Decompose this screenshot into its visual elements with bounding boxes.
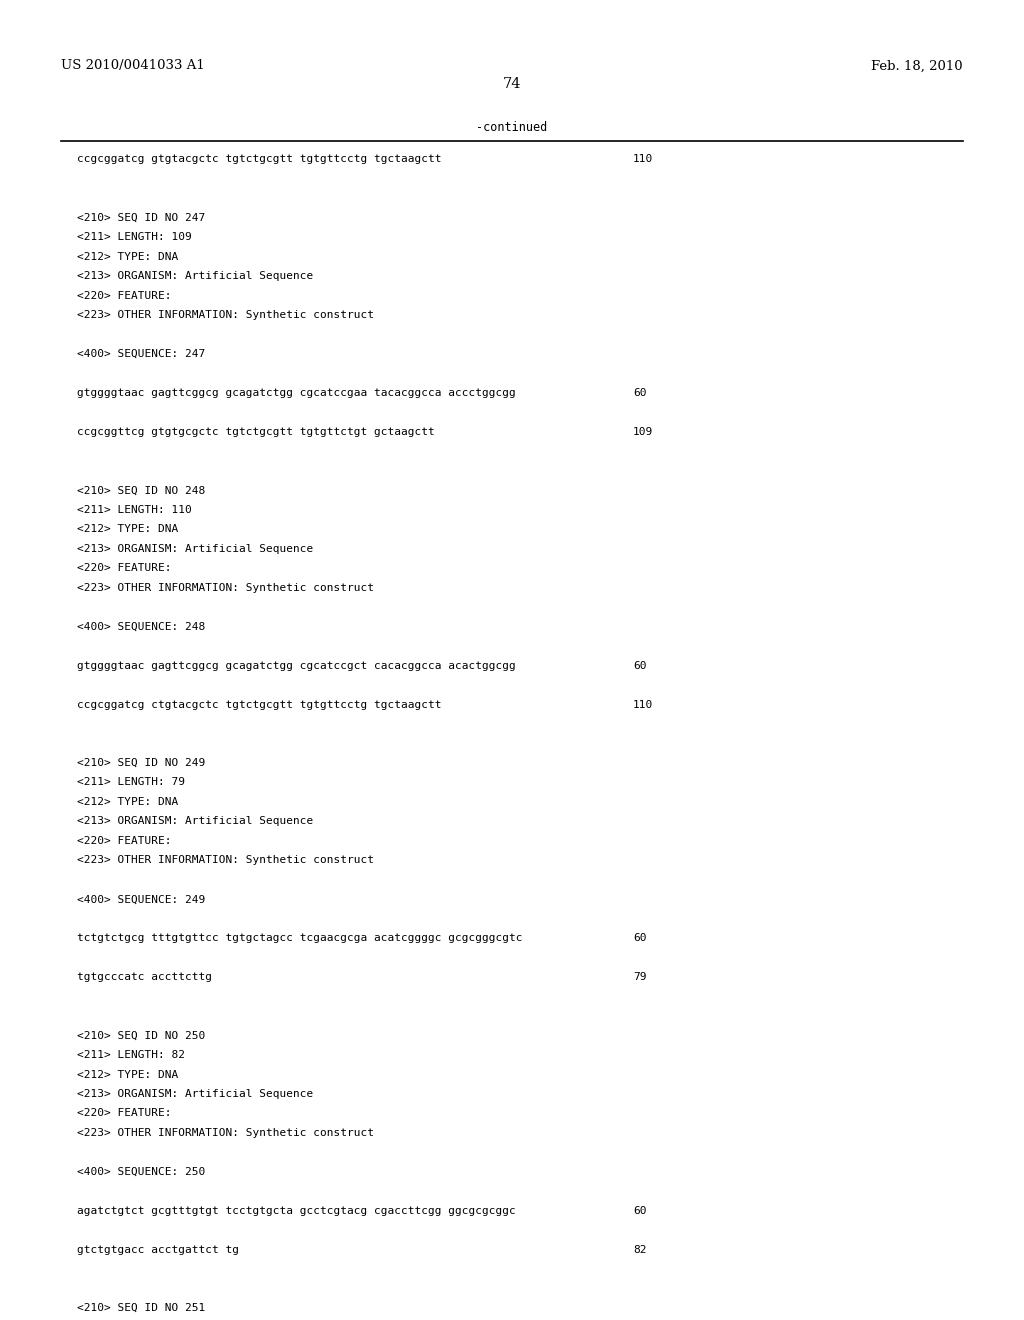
Text: tctgtctgcg tttgtgttcc tgtgctagcc tcgaacgcga acatcggggc gcgcgggcgtc: tctgtctgcg tttgtgttcc tgtgctagcc tcgaacg… <box>77 933 522 944</box>
Text: <223> OTHER INFORMATION: Synthetic construct: <223> OTHER INFORMATION: Synthetic const… <box>77 310 374 321</box>
Text: <223> OTHER INFORMATION: Synthetic construct: <223> OTHER INFORMATION: Synthetic const… <box>77 1127 374 1138</box>
Text: <213> ORGANISM: Artificial Sequence: <213> ORGANISM: Artificial Sequence <box>77 544 313 554</box>
Text: <223> OTHER INFORMATION: Synthetic construct: <223> OTHER INFORMATION: Synthetic const… <box>77 855 374 866</box>
Text: <213> ORGANISM: Artificial Sequence: <213> ORGANISM: Artificial Sequence <box>77 816 313 826</box>
Text: tgtgcccatc accttcttg: tgtgcccatc accttcttg <box>77 972 212 982</box>
Text: <220> FEATURE:: <220> FEATURE: <box>77 564 171 573</box>
Text: <211> LENGTH: 110: <211> LENGTH: 110 <box>77 504 191 515</box>
Text: <400> SEQUENCE: 249: <400> SEQUENCE: 249 <box>77 895 205 904</box>
Text: 60: 60 <box>633 933 646 944</box>
Text: 82: 82 <box>633 1245 646 1255</box>
Text: ccgcggttcg gtgtgcgctc tgtctgcgtt tgtgttctgt gctaagctt: ccgcggttcg gtgtgcgctc tgtctgcgtt tgtgttc… <box>77 428 434 437</box>
Text: <210> SEQ ID NO 249: <210> SEQ ID NO 249 <box>77 758 205 768</box>
Text: <212> TYPE: DNA: <212> TYPE: DNA <box>77 797 178 807</box>
Text: 110: 110 <box>633 700 653 710</box>
Text: <210> SEQ ID NO 248: <210> SEQ ID NO 248 <box>77 486 205 495</box>
Text: gtctgtgacc acctgattct tg: gtctgtgacc acctgattct tg <box>77 1245 239 1255</box>
Text: 60: 60 <box>633 388 646 399</box>
Text: <211> LENGTH: 79: <211> LENGTH: 79 <box>77 777 184 788</box>
Text: <212> TYPE: DNA: <212> TYPE: DNA <box>77 524 178 535</box>
Text: <210> SEQ ID NO 247: <210> SEQ ID NO 247 <box>77 213 205 223</box>
Text: 109: 109 <box>633 428 653 437</box>
Text: US 2010/0041033 A1: US 2010/0041033 A1 <box>61 59 205 73</box>
Text: <212> TYPE: DNA: <212> TYPE: DNA <box>77 252 178 261</box>
Text: <211> LENGTH: 82: <211> LENGTH: 82 <box>77 1051 184 1060</box>
Text: <213> ORGANISM: Artificial Sequence: <213> ORGANISM: Artificial Sequence <box>77 1089 313 1100</box>
Text: ccgcggatcg ctgtacgctc tgtctgcgtt tgtgttcctg tgctaagctt: ccgcggatcg ctgtacgctc tgtctgcgtt tgtgttc… <box>77 700 441 710</box>
Text: 60: 60 <box>633 660 646 671</box>
Text: <400> SEQUENCE: 248: <400> SEQUENCE: 248 <box>77 622 205 632</box>
Text: <220> FEATURE:: <220> FEATURE: <box>77 290 171 301</box>
Text: <210> SEQ ID NO 251: <210> SEQ ID NO 251 <box>77 1303 205 1313</box>
Text: <212> TYPE: DNA: <212> TYPE: DNA <box>77 1069 178 1080</box>
Text: 79: 79 <box>633 972 646 982</box>
Text: <223> OTHER INFORMATION: Synthetic construct: <223> OTHER INFORMATION: Synthetic const… <box>77 583 374 593</box>
Text: agatctgtct gcgtttgtgt tcctgtgcta gcctcgtacg cgaccttcgg ggcgcgcggc: agatctgtct gcgtttgtgt tcctgtgcta gcctcgt… <box>77 1206 515 1216</box>
Text: 74: 74 <box>503 77 521 91</box>
Text: Feb. 18, 2010: Feb. 18, 2010 <box>871 59 963 73</box>
Text: <400> SEQUENCE: 247: <400> SEQUENCE: 247 <box>77 348 205 359</box>
Text: -continued: -continued <box>476 121 548 135</box>
Text: 60: 60 <box>633 1206 646 1216</box>
Text: <211> LENGTH: 109: <211> LENGTH: 109 <box>77 232 191 243</box>
Text: gtggggtaac gagttcggcg gcagatctgg cgcatccgct cacacggcca acactggcgg: gtggggtaac gagttcggcg gcagatctgg cgcatcc… <box>77 660 515 671</box>
Text: <400> SEQUENCE: 250: <400> SEQUENCE: 250 <box>77 1167 205 1177</box>
Text: ccgcggatcg gtgtacgctc tgtctgcgtt tgtgttcctg tgctaagctt: ccgcggatcg gtgtacgctc tgtctgcgtt tgtgttc… <box>77 154 441 165</box>
Text: <213> ORGANISM: Artificial Sequence: <213> ORGANISM: Artificial Sequence <box>77 272 313 281</box>
Text: <220> FEATURE:: <220> FEATURE: <box>77 1109 171 1118</box>
Text: gtggggtaac gagttcggcg gcagatctgg cgcatccgaa tacacggcca accctggcgg: gtggggtaac gagttcggcg gcagatctgg cgcatcc… <box>77 388 515 399</box>
Text: 110: 110 <box>633 154 653 165</box>
Text: <210> SEQ ID NO 250: <210> SEQ ID NO 250 <box>77 1031 205 1040</box>
Text: <220> FEATURE:: <220> FEATURE: <box>77 836 171 846</box>
